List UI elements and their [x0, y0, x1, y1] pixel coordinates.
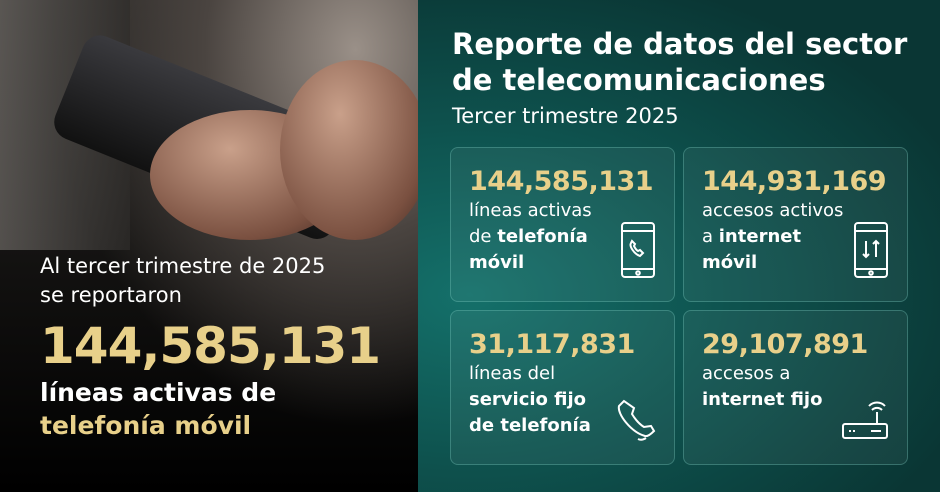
- stat-label: accesos a: [702, 363, 791, 384]
- stat-label: servicio fijo: [469, 389, 587, 410]
- stat-card-fixed-internet: 29,107,891 accesos a internet fijo: [683, 310, 908, 465]
- headline-label: líneas activas de: [40, 378, 277, 407]
- title-line: de telecomunicaciones: [452, 63, 826, 97]
- telephone-handset-icon: [617, 399, 656, 441]
- stat-card-mobile-internet: 144,931,169 accesos activos a internet m…: [683, 147, 908, 302]
- stat-label: accesos activos: [702, 200, 844, 221]
- stat-label: móvil: [702, 252, 758, 273]
- headline-label-highlight: telefonía móvil: [40, 411, 252, 440]
- stat-label: líneas del: [469, 363, 556, 384]
- summary-text: Al tercer trimestre de 2025 se reportaro…: [40, 252, 381, 442]
- intro-line: Al tercer trimestre de 2025: [40, 254, 326, 278]
- photo-panel: Al tercer trimestre de 2025 se reportaro…: [0, 0, 418, 492]
- page-title: Reporte de datos del sector de telecomun…: [452, 26, 907, 98]
- page-subtitle: Tercer trimestre 2025: [452, 104, 679, 128]
- stat-number: 144,931,169: [702, 166, 887, 197]
- title-line: Reporte de datos del sector: [452, 27, 908, 61]
- headline-number: 144,585,131: [40, 317, 381, 375]
- hand-photo: [280, 60, 418, 240]
- stat-label: móvil: [469, 252, 525, 273]
- smartphone-data-icon: [854, 222, 888, 278]
- stat-label: a internet: [702, 226, 802, 247]
- stat-label: líneas activas: [469, 200, 592, 221]
- intro-line: se reportaron: [40, 283, 182, 307]
- stat-card-mobile-lines: 144,585,131 líneas activas de telefonía …: [450, 147, 675, 302]
- stat-label: de telefonía: [469, 415, 591, 436]
- stat-number: 29,107,891: [702, 329, 868, 360]
- router-icon: [842, 401, 888, 439]
- stat-number: 31,117,831: [469, 329, 635, 360]
- stat-label: de telefonía: [469, 226, 588, 247]
- stat-number: 144,585,131: [469, 166, 654, 197]
- stat-label: internet fijo: [702, 389, 823, 410]
- report-panel: Reporte de datos del sector de telecomun…: [418, 0, 940, 492]
- smartphone-call-icon: [621, 222, 655, 278]
- stat-card-fixed-lines: 31,117,831 líneas del servicio fijo de t…: [450, 310, 675, 465]
